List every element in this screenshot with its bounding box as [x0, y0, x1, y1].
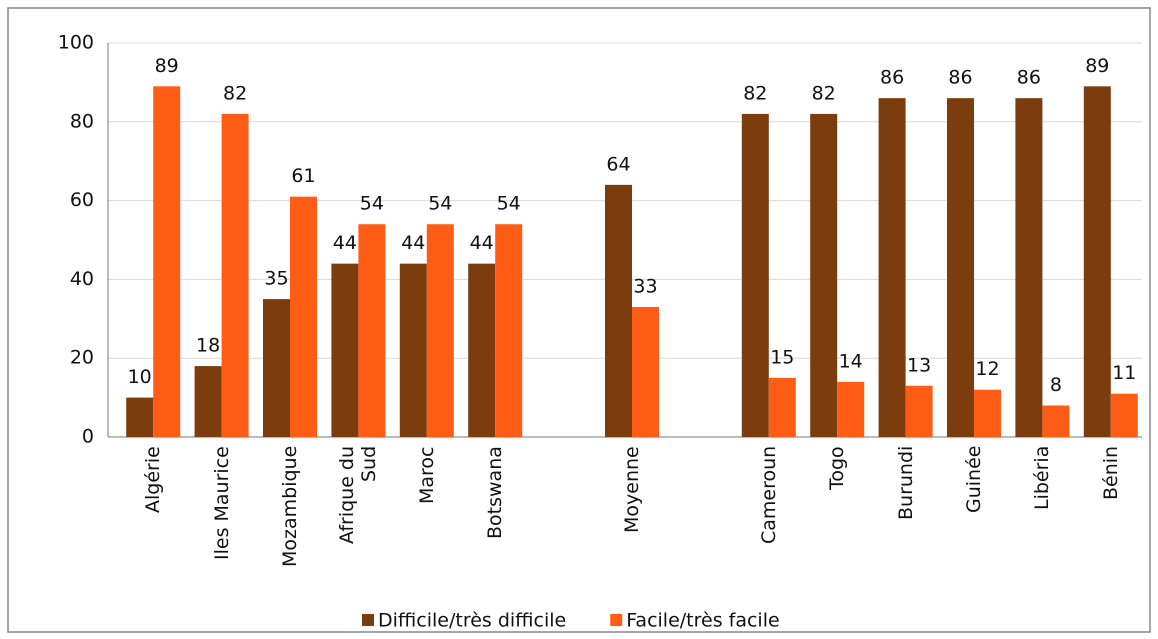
data-label: 89 — [155, 55, 179, 77]
data-label: 82 — [743, 82, 767, 104]
x-tick-label: Moyenne — [621, 446, 643, 533]
bar — [194, 366, 222, 437]
bar — [1042, 405, 1070, 437]
data-label: 11 — [1112, 362, 1136, 384]
data-label: 18 — [196, 335, 220, 357]
data-label: 86 — [948, 67, 972, 89]
y-tick-label: 60 — [70, 189, 94, 211]
x-tick-label: Guinée — [963, 446, 985, 514]
x-tick-label: Burundi — [894, 446, 917, 521]
bar — [290, 196, 317, 437]
x-tick-label: Iles Maurice — [210, 446, 233, 560]
y-tick-label: 20 — [70, 347, 94, 369]
data-label: 12 — [975, 358, 999, 380]
bar — [495, 224, 523, 437]
bar — [905, 385, 933, 437]
data-label: 35 — [264, 268, 288, 290]
chart-frame — [7, 7, 1151, 633]
data-label: 86 — [1017, 67, 1041, 89]
x-tick-label: Afrique du Sud — [336, 446, 381, 545]
bar — [837, 381, 865, 437]
y-tick-label: 80 — [70, 110, 94, 132]
bar — [153, 86, 181, 437]
data-label: 82 — [812, 82, 836, 104]
x-tick-label: Algérie — [142, 446, 165, 513]
bar — [468, 263, 496, 437]
legend-label: Facile/très facile — [626, 610, 779, 632]
data-label: 44 — [470, 232, 494, 254]
bar — [1015, 98, 1043, 437]
data-label: 89 — [1085, 55, 1109, 77]
bar — [358, 224, 386, 437]
x-tick-label: Botswana — [484, 446, 507, 539]
bar — [947, 98, 974, 437]
bar — [878, 98, 906, 437]
legend-label: Difficile/très difficile — [378, 610, 566, 632]
data-label: 44 — [333, 232, 357, 254]
x-tick-label: Libéria — [1031, 446, 1054, 511]
data-label: 10 — [128, 366, 152, 388]
bar — [810, 113, 838, 438]
bar — [426, 224, 454, 437]
data-label: 8 — [1050, 374, 1062, 396]
data-label: 64 — [606, 153, 630, 175]
data-label: 13 — [907, 354, 931, 376]
data-label: 82 — [223, 82, 247, 104]
bar — [399, 263, 427, 437]
data-label: 44 — [401, 232, 425, 254]
bar — [1110, 393, 1138, 437]
data-label: 86 — [880, 67, 904, 89]
bar — [605, 184, 632, 437]
data-label: 15 — [770, 346, 794, 368]
bar — [221, 113, 249, 438]
data-label: 54 — [360, 193, 384, 215]
bar — [741, 113, 769, 438]
y-tick-label: 100 — [58, 32, 94, 54]
bar — [974, 389, 1001, 437]
data-label: 61 — [291, 165, 315, 187]
x-tick-label: Togo — [826, 446, 849, 490]
data-label: 54 — [428, 193, 452, 215]
bar — [126, 397, 154, 437]
data-label: 33 — [633, 275, 657, 297]
x-tick-label: Maroc — [415, 446, 438, 504]
bar — [263, 299, 290, 437]
legend-swatch — [610, 614, 623, 626]
x-tick-label: Mozambique — [279, 446, 301, 568]
x-tick-label: Bénin — [1099, 446, 1122, 501]
bar — [331, 263, 359, 437]
legend-swatch — [362, 614, 374, 626]
bar — [768, 377, 796, 437]
data-label: 54 — [497, 193, 521, 215]
bar — [1083, 86, 1111, 437]
bar — [632, 306, 659, 437]
data-label: 14 — [839, 350, 863, 372]
x-tick-label: Cameroun — [757, 446, 780, 545]
y-tick-label: 40 — [70, 268, 94, 290]
y-tick-label: 0 — [82, 426, 94, 448]
